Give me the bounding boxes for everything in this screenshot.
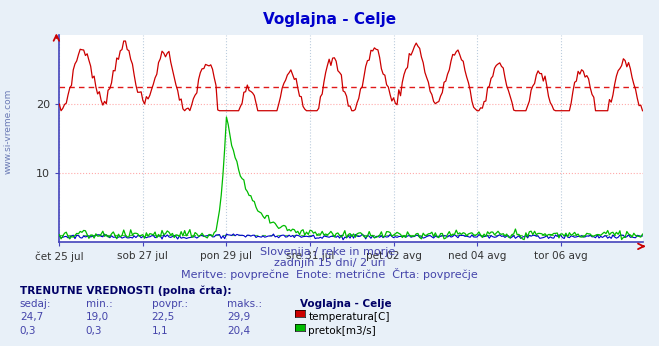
Text: zadnjih 15 dni/ 2 uri: zadnjih 15 dni/ 2 uri	[273, 258, 386, 268]
Text: Slovenija / reke in morje.: Slovenija / reke in morje.	[260, 247, 399, 257]
Text: Voglajna - Celje: Voglajna - Celje	[263, 12, 396, 27]
Text: sedaj:: sedaj:	[20, 299, 51, 309]
Text: povpr.:: povpr.:	[152, 299, 188, 309]
Text: 22,5: 22,5	[152, 312, 175, 322]
Text: TRENUTNE VREDNOSTI (polna črta):: TRENUTNE VREDNOSTI (polna črta):	[20, 285, 231, 296]
Text: Voglajna - Celje: Voglajna - Celje	[300, 299, 391, 309]
Text: 1,1: 1,1	[152, 326, 168, 336]
Text: pretok[m3/s]: pretok[m3/s]	[308, 326, 376, 336]
Text: 0,3: 0,3	[86, 326, 102, 336]
Text: 24,7: 24,7	[20, 312, 43, 322]
Text: 0,3: 0,3	[20, 326, 36, 336]
Text: 29,9: 29,9	[227, 312, 250, 322]
Text: min.:: min.:	[86, 299, 113, 309]
Text: temperatura[C]: temperatura[C]	[308, 312, 390, 322]
Text: maks.:: maks.:	[227, 299, 262, 309]
Text: www.si-vreme.com: www.si-vreme.com	[3, 89, 13, 174]
Text: 20,4: 20,4	[227, 326, 250, 336]
Text: 19,0: 19,0	[86, 312, 109, 322]
Text: Meritve: povprečne  Enote: metrične  Črta: povprečje: Meritve: povprečne Enote: metrične Črta:…	[181, 268, 478, 280]
